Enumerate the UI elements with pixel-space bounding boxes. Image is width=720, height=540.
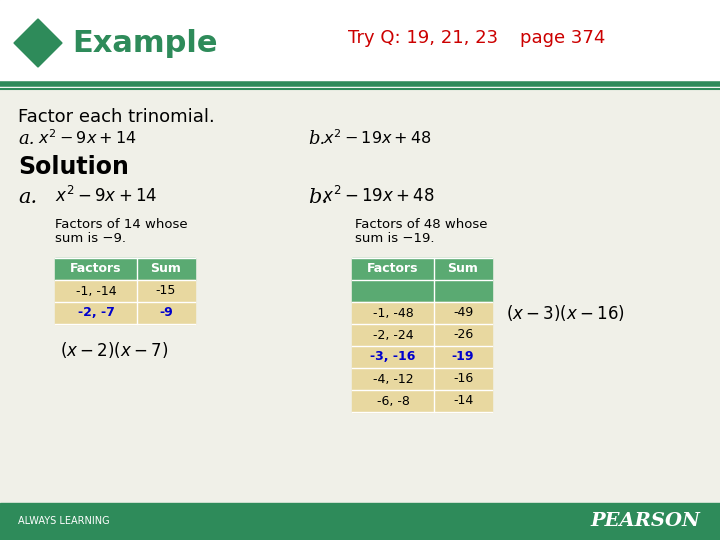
Text: Sum: Sum [150, 262, 181, 275]
Text: -16: -16 [453, 373, 473, 386]
Text: a.: a. [18, 188, 37, 207]
Text: $(x-2)(x-7)$: $(x-2)(x-7)$ [60, 340, 168, 360]
Text: -49: -49 [453, 307, 473, 320]
Bar [0, 0, 720, 88]
Text: a.: a. [18, 130, 35, 148]
Text: -4, -12: -4, -12 [373, 373, 413, 386]
Bar [352, 390, 492, 412]
Text: -15: -15 [156, 285, 176, 298]
Text: Sum: Sum [448, 262, 478, 275]
Bar [352, 346, 492, 368]
Bar [352, 258, 492, 280]
Text: Factors: Factors [71, 262, 122, 275]
Text: $x^2-9x+14$: $x^2-9x+14$ [38, 128, 137, 147]
Text: b.: b. [308, 188, 328, 207]
Text: -2, -7: -2, -7 [78, 307, 114, 320]
Text: $(x-3)(x-16)$: $(x-3)(x-16)$ [506, 303, 625, 323]
Bar [55, 280, 195, 302]
Text: Solution: Solution [18, 155, 129, 179]
Text: Try Q: 19, 21, 23: Try Q: 19, 21, 23 [348, 29, 498, 47]
Text: PEARSON: PEARSON [590, 512, 700, 530]
Text: -2, -24: -2, -24 [373, 328, 413, 341]
Bar [352, 302, 492, 324]
Bar [0, 503, 720, 540]
Bar [0, 88, 720, 503]
Text: -9: -9 [159, 307, 173, 320]
Polygon shape [14, 19, 62, 67]
Bar [55, 302, 195, 324]
Text: Example: Example [72, 30, 217, 58]
Text: Factors: Factors [367, 262, 419, 275]
Text: $x^2-19x+48$: $x^2-19x+48$ [323, 128, 431, 147]
Text: -26: -26 [453, 328, 473, 341]
Text: ALWAYS LEARNING: ALWAYS LEARNING [18, 516, 109, 526]
Text: -3, -16: -3, -16 [370, 350, 415, 363]
Text: $x^2-9x+14$: $x^2-9x+14$ [55, 186, 158, 206]
Text: Factor each trinomial.: Factor each trinomial. [18, 108, 215, 126]
Text: Factors of 14 whose: Factors of 14 whose [55, 218, 188, 231]
Text: -1, -14: -1, -14 [76, 285, 117, 298]
Text: -14: -14 [453, 395, 473, 408]
Bar [352, 368, 492, 390]
Text: -1, -48: -1, -48 [373, 307, 413, 320]
Text: page 374: page 374 [520, 29, 606, 47]
Bar [55, 258, 195, 280]
Text: sum is −19.: sum is −19. [355, 232, 434, 245]
Bar [352, 324, 492, 346]
Text: -6, -8: -6, -8 [377, 395, 410, 408]
Text: Factors of 48 whose: Factors of 48 whose [355, 218, 487, 231]
Text: $x^2-19x+48$: $x^2-19x+48$ [322, 186, 435, 206]
Bar [352, 280, 492, 302]
Text: sum is −9.: sum is −9. [55, 232, 126, 245]
Text: -19: -19 [451, 350, 474, 363]
Text: b.: b. [308, 130, 325, 148]
